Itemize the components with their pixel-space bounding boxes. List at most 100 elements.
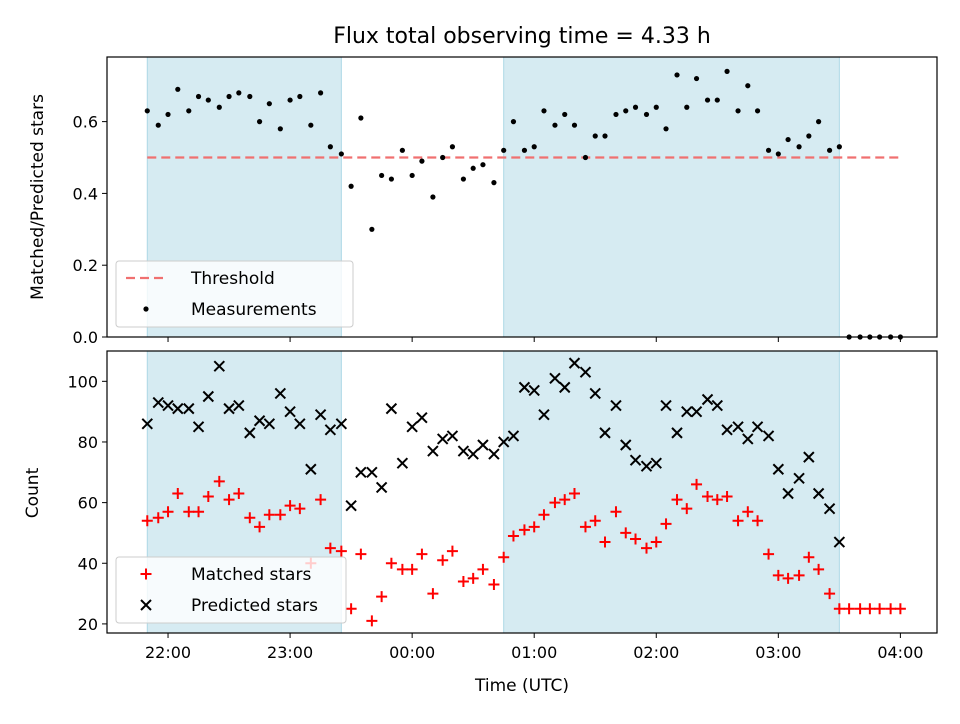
- bottom-y-tick-label: 20: [78, 615, 98, 634]
- predicted-star-marker-22: [366, 466, 378, 478]
- predicted-star-marker-39: [538, 408, 550, 421]
- bottom-x-tick-label: 04:00: [877, 643, 923, 662]
- predicted-star-marker-9: [233, 399, 245, 412]
- matched-star-marker-1: [152, 512, 164, 524]
- matched-star-marker-25: [396, 563, 408, 575]
- measurement-point-11: [256, 119, 263, 125]
- matched-star-marker-4: [183, 506, 195, 518]
- matched-star-marker-68: [833, 603, 845, 615]
- measurement-point-35: [501, 147, 507, 153]
- bottom-plot: 20 40 60 80 100 22:00 23:00 00:00 01:00 02:00 03:0…: [67, 350, 938, 662]
- predicted-star-marker-7: [213, 360, 226, 372]
- matched-star-marker-9: [233, 488, 245, 500]
- predicted-star-marker-6: [202, 390, 215, 403]
- measurement-point-45: [602, 133, 608, 139]
- predicted-star-marker-57: [721, 424, 733, 436]
- matched-star-marker-72: [874, 603, 886, 615]
- predicted-star-marker-11: [253, 415, 266, 427]
- predicted-star-marker-0: [141, 418, 153, 430]
- predicted-star-marker-13: [274, 387, 287, 400]
- matched-star-marker-2: [162, 506, 174, 518]
- measurement-point-40: [552, 122, 558, 128]
- matched-star-marker-66: [813, 563, 825, 575]
- measurement-point-12: [266, 101, 272, 107]
- matched-star-marker-55: [702, 491, 714, 503]
- bottom-series-matched-stars: [141, 475, 906, 627]
- bottom-x-tick-label: 22:00: [145, 643, 191, 662]
- predicted-star-marker-32: [467, 448, 479, 460]
- predicted-star-marker-44: [589, 387, 601, 400]
- predicted-star-marker-28: [427, 445, 439, 457]
- predicted-star-marker-15: [294, 418, 306, 430]
- predicted-star-marker-30: [446, 430, 459, 442]
- measurement-point-22: [369, 226, 375, 232]
- matched-star-marker-21: [355, 548, 367, 560]
- matched-star-marker-14: [284, 500, 296, 512]
- predicted-star-marker-4: [183, 402, 195, 415]
- predicted-star-marker-25: [396, 457, 409, 469]
- top-legend-label: Measurements: [191, 300, 317, 320]
- matched-star-marker-32: [467, 572, 479, 584]
- top-y-tick-label: 0.2: [73, 256, 98, 275]
- top-series-measurements: [144, 68, 903, 340]
- bottom-y-tick-label: 80: [78, 433, 98, 452]
- measurement-point-67: [826, 147, 833, 153]
- measurement-point-0: [144, 108, 150, 114]
- matched-star-marker-37: [518, 524, 530, 536]
- predicted-star-marker-26: [406, 421, 418, 433]
- matched-star-marker-50: [650, 536, 662, 548]
- measurement-point-56: [714, 97, 720, 103]
- measurement-point-25: [399, 147, 405, 153]
- measurement-point-66: [816, 119, 822, 125]
- predicted-star-marker-53: [681, 405, 693, 418]
- measurement-point-68: [836, 144, 842, 150]
- measurement-point-23: [379, 172, 385, 179]
- measurement-point-47: [623, 108, 629, 114]
- matched-star-marker-24: [385, 557, 397, 569]
- measurement-point-15: [297, 93, 303, 100]
- matched-star-marker-70: [854, 603, 866, 615]
- predicted-star-marker-29: [436, 433, 449, 445]
- measurement-point-9: [236, 90, 242, 96]
- measurement-point-7: [216, 104, 222, 110]
- matched-star-marker-44: [589, 515, 601, 527]
- predicted-star-marker-68: [833, 536, 846, 548]
- matched-star-marker-26: [406, 563, 418, 575]
- predicted-star-marker-56: [711, 399, 724, 412]
- matched-star-marker-69: [843, 603, 855, 615]
- predicted-star-marker-51: [660, 399, 672, 412]
- predicted-star-marker-35: [497, 436, 510, 448]
- predicted-star-marker-8: [223, 402, 235, 415]
- predicted-star-marker-3: [172, 402, 184, 415]
- top-plot: 0.0 0.2 0.4 0.6 Threshold Measurements: [73, 56, 938, 347]
- predicted-star-marker-12: [263, 418, 276, 430]
- top-legend-label: Threshold: [190, 269, 275, 289]
- matched-star-marker-27: [416, 548, 428, 560]
- measurement-point-58: [735, 108, 741, 114]
- bottom-legend-label: Predicted stars: [191, 596, 318, 616]
- legend-matched-swatch: [140, 568, 152, 580]
- predicted-star-marker-23: [375, 481, 388, 494]
- measurement-point-3: [175, 86, 181, 92]
- measurement-point-17: [318, 90, 324, 96]
- bottom-x-tick-label: 00:00: [389, 643, 435, 662]
- predicted-star-marker-67: [823, 502, 836, 515]
- predicted-star-marker-41: [559, 381, 571, 394]
- bottom-x-tick-label: 03:00: [755, 643, 801, 662]
- measurement-point-50: [653, 104, 659, 110]
- measurement-point-29: [440, 154, 446, 161]
- measurement-point-16: [308, 122, 314, 128]
- matched-star-marker-28: [427, 588, 439, 600]
- bottom-x-tick-label: 01:00: [511, 643, 557, 662]
- measurement-point-1: [155, 122, 161, 128]
- measurement-point-27: [419, 158, 425, 164]
- measurement-point-5: [195, 93, 202, 100]
- measurement-point-32: [470, 165, 476, 171]
- measurement-point-14: [287, 97, 293, 103]
- matched-star-marker-58: [732, 515, 744, 527]
- measurement-point-39: [541, 108, 547, 114]
- matched-star-marker-47: [620, 527, 632, 539]
- measurement-point-53: [684, 104, 690, 110]
- matched-star-marker-19: [335, 545, 347, 557]
- bottom-x-tick-label: 02:00: [633, 643, 679, 662]
